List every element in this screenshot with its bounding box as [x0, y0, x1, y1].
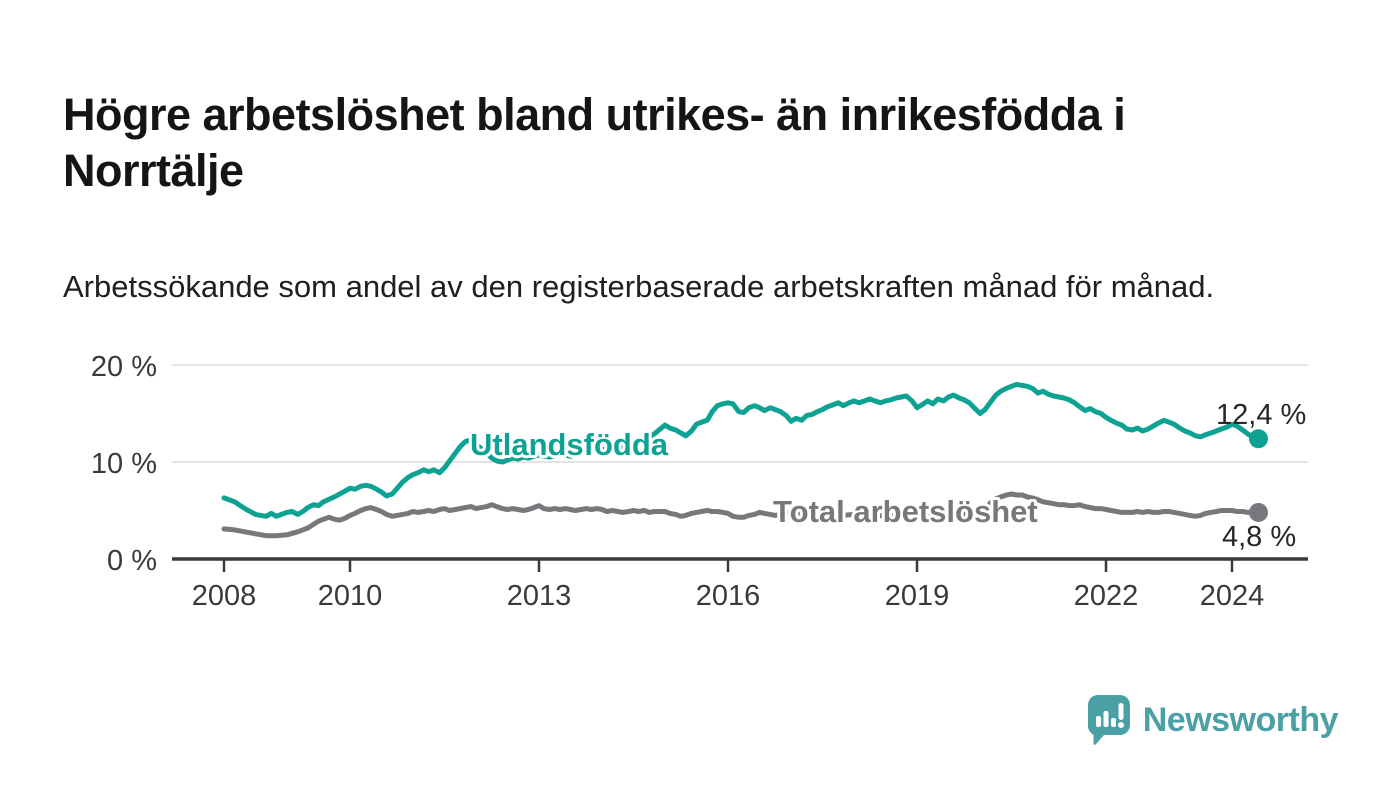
x-tick-label: 2022 — [1074, 580, 1139, 612]
y-tick-label-20: 20 % — [91, 351, 157, 383]
x-tick-label: 2024 — [1200, 580, 1265, 612]
end-value-label-total: 4,8 % — [1222, 521, 1296, 553]
series-line-total — [221, 491, 1261, 539]
bar-chart-speech-bubble-icon — [1087, 695, 1130, 745]
y-tick-label-10: 10 % — [91, 448, 157, 480]
newsworthy-branding: Newsworthy — [1087, 694, 1339, 746]
end-value-label-utlandsfodda: 12,4 % — [1216, 399, 1306, 431]
brand-name: Newsworthy — [1142, 700, 1339, 739]
chart-subtitle: Arbetssökande som andel av den registerb… — [63, 269, 1215, 304]
x-tick-label: 2008 — [192, 580, 257, 612]
x-tick-label: 2019 — [885, 580, 950, 612]
series-end-dot-utlandsfodda — [1248, 429, 1268, 449]
series-label-utlandsfodda: Utlandsfödda — [470, 427, 669, 462]
series-label-total-arbetsloshet: Total arbetslöshet — [773, 494, 1038, 529]
series-line-utlandsfodda — [221, 381, 1261, 519]
x-tick-label: 2016 — [696, 580, 761, 612]
x-tick-label: 2010 — [318, 580, 383, 612]
series-end-dot-total — [1248, 502, 1268, 522]
x-tick-label: 2013 — [507, 580, 572, 612]
y-tick-label-0: 0 % — [107, 545, 157, 577]
page-title: Högre arbetslöshet bland utrikes- än inr… — [63, 89, 1126, 197]
